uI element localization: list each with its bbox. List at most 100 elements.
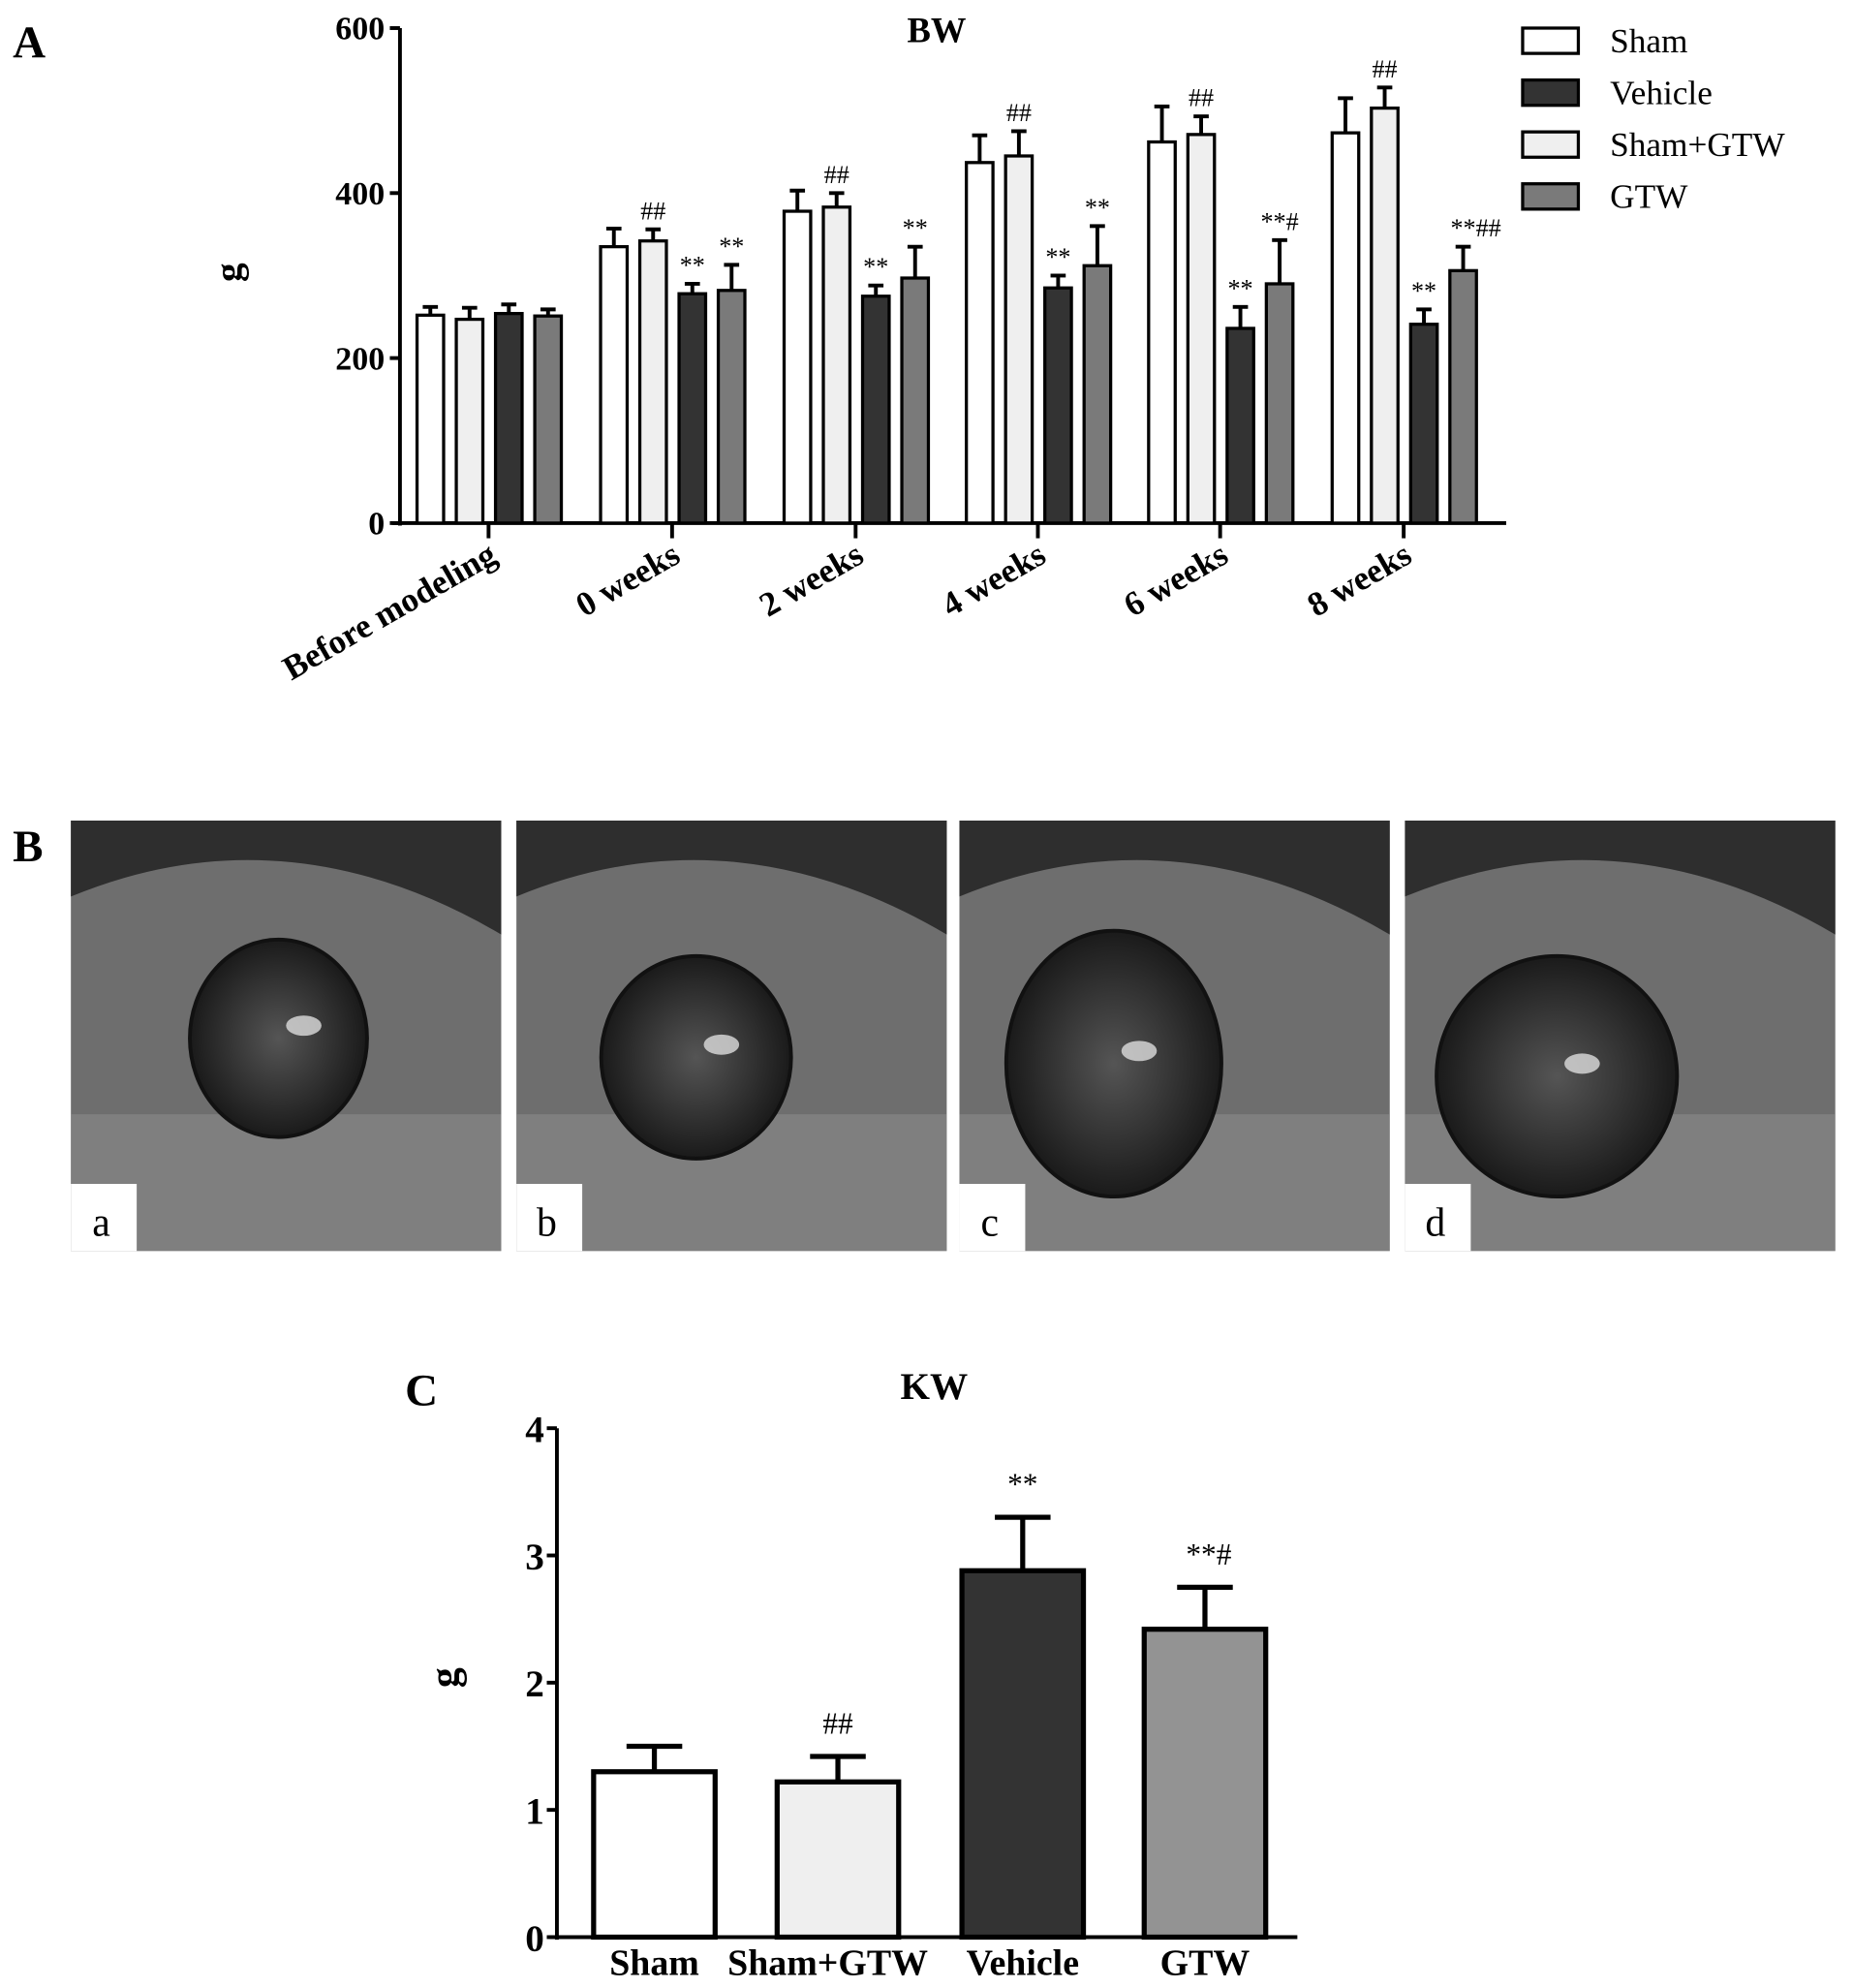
- bar-vehicle-4: [1225, 326, 1255, 525]
- legend-label: Sham: [1610, 22, 1687, 60]
- significance-label: ##: [1189, 84, 1214, 112]
- y-tick-label: 2: [525, 1663, 544, 1705]
- bar-gtw-0: [533, 314, 564, 525]
- bar-sham: [591, 1769, 718, 1941]
- bar-gtw-2: [900, 276, 931, 525]
- bar-gtw-3: [1082, 264, 1113, 525]
- x-tick-label: Before modeling: [276, 535, 503, 688]
- bar-sham-5: [1330, 131, 1361, 525]
- significance-label: ##: [822, 1706, 853, 1740]
- kidney-shape: [188, 937, 369, 1139]
- photo-label-box: [71, 1184, 138, 1252]
- significance-label: ##: [824, 161, 849, 189]
- significance-label: **: [863, 253, 888, 281]
- significance-label: **: [680, 252, 705, 280]
- photo-label: a: [92, 1201, 110, 1246]
- bar-sham-gtw-0: [454, 317, 485, 525]
- panel-label-c: C: [405, 1366, 438, 1416]
- kidney-shape: [1435, 953, 1680, 1199]
- tissue-shape: [1405, 820, 1836, 935]
- legend-swatch-vehicle: [1521, 78, 1581, 108]
- bar-gtw-5: [1448, 268, 1478, 525]
- x-tick-label: 0 weeks: [570, 535, 686, 624]
- significance-label: **: [719, 233, 744, 261]
- kidney-photos: a b c d: [71, 820, 1836, 1252]
- x-tick-label: 2 weeks: [753, 535, 869, 624]
- x-tick-label: Sham: [609, 1943, 699, 1984]
- photo-label: c: [981, 1201, 1000, 1246]
- legend-swatch-sham-gtw: [1521, 130, 1581, 159]
- legend-swatch-gtw: [1521, 182, 1581, 211]
- bar-sham-gtw: [774, 1779, 902, 1941]
- legend: Sham Vehicle Sham+GTW GTW: [1521, 22, 1785, 216]
- tissue-shape: [71, 820, 502, 935]
- panel-label-b: B: [13, 822, 43, 872]
- bar-sham-2: [782, 209, 813, 525]
- bar-gtw-1: [716, 289, 747, 525]
- significance-label: ##: [1372, 55, 1397, 83]
- tissue-shape: [959, 820, 1390, 935]
- y-tick-label: 3: [525, 1537, 544, 1578]
- y-tick-label: 4: [525, 1410, 544, 1451]
- bar-vehicle-0: [493, 311, 524, 525]
- y-tick-label: 600: [335, 12, 385, 47]
- kidney-highlight: [1564, 1053, 1600, 1074]
- y-axis-label: g: [423, 1667, 468, 1688]
- y-tick-label: 400: [335, 176, 385, 212]
- kidney-shape: [1004, 928, 1223, 1199]
- legend-swatch-sham: [1521, 26, 1581, 55]
- photo-b: b: [516, 820, 947, 1252]
- y-tick-label: 0: [368, 507, 385, 543]
- photo-label-box: [516, 1184, 583, 1252]
- bar-sham-4: [1147, 140, 1177, 525]
- bar-gtw: [1141, 1627, 1269, 1941]
- chart-title: KW: [901, 1366, 969, 1408]
- significance-label: **: [1007, 1468, 1037, 1502]
- legend-label: Vehicle: [1610, 74, 1713, 111]
- x-tick-label: Sham+GTW: [727, 1943, 928, 1984]
- bar-sham-0: [415, 313, 446, 525]
- significance-label: ##: [1006, 99, 1032, 127]
- bar-vehicle-3: [1043, 286, 1073, 525]
- photo-a: a: [71, 820, 502, 1252]
- bar-sham-gtw-3: [1004, 154, 1035, 525]
- photo-label-box: [959, 1184, 1026, 1252]
- bw-chart: BW g 0 200 400 600 Before modeling 0 weeks ## ** *…: [207, 10, 1785, 687]
- bar-vehicle-5: [1408, 323, 1439, 525]
- tissue-shape: [516, 820, 947, 935]
- photo-label: b: [537, 1201, 557, 1246]
- chart-title: BW: [907, 10, 966, 49]
- significance-label: **: [1227, 274, 1252, 302]
- photo-label-box: [1405, 1184, 1471, 1252]
- bar-sham-gtw-4: [1186, 133, 1217, 525]
- bar-sham-3: [965, 161, 995, 525]
- bar-sham-gtw-5: [1370, 106, 1400, 525]
- significance-label: **#: [1260, 207, 1298, 235]
- kidney-highlight: [286, 1015, 322, 1037]
- kw-chart: KW g 0 1 2 3 4 Sham ## Sham+GTW ** Vehicle **# GTW: [423, 1366, 1298, 1984]
- significance-label: **#: [1186, 1538, 1231, 1571]
- x-tick-label: 6 weeks: [1118, 535, 1234, 624]
- x-tick-label: Vehicle: [967, 1943, 1079, 1984]
- kidney-highlight: [703, 1034, 740, 1055]
- bar-gtw-4: [1264, 282, 1295, 525]
- panel-label-a: A: [13, 17, 46, 68]
- bar-vehicle-2: [860, 295, 891, 525]
- significance-label: **: [903, 214, 928, 242]
- y-tick-label: 200: [335, 341, 385, 377]
- significance-label: **: [1411, 277, 1436, 305]
- significance-label: ##: [640, 197, 665, 225]
- bar-vehicle: [959, 1568, 1087, 1941]
- y-tick-label: 0: [525, 1918, 544, 1960]
- x-tick-label: 8 weeks: [1301, 535, 1417, 624]
- bar-sham-gtw-2: [821, 205, 852, 525]
- bar-vehicle-1: [677, 292, 708, 525]
- x-tick-label: GTW: [1160, 1943, 1251, 1984]
- x-tick-label: 4 weeks: [935, 535, 1051, 624]
- significance-label: **: [1085, 194, 1110, 222]
- kidney-highlight: [1121, 1041, 1158, 1062]
- photo-c: c: [959, 820, 1390, 1252]
- legend-label: GTW: [1610, 178, 1688, 216]
- y-tick-label: 1: [525, 1791, 544, 1833]
